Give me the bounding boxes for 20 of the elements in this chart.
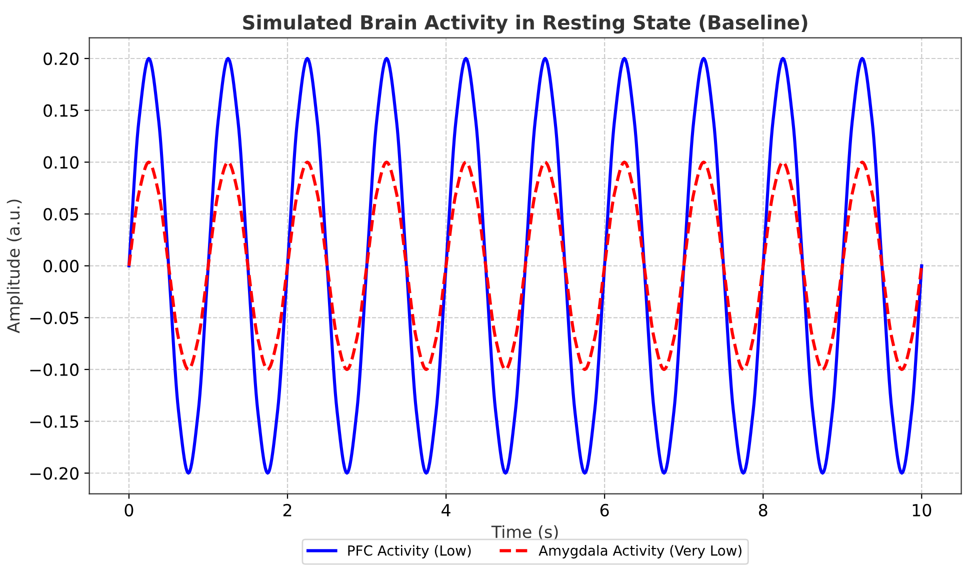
y-tick-label: 0.05 <box>44 208 78 221</box>
y-tick-label: −0.05 <box>30 312 78 324</box>
y-tick-label: 0.15 <box>44 104 78 117</box>
y-tick-label: 0.20 <box>44 52 79 66</box>
x-axis-title: Time (s) <box>491 525 558 540</box>
x-tick-label: 8 <box>758 504 768 516</box>
y-tick-label: 0.00 <box>44 260 79 272</box>
y-axis-title: Amplitude (a.u.) <box>6 200 23 334</box>
y-tick-label: −0.20 <box>30 467 78 480</box>
y-tick-label: 0.10 <box>44 156 79 169</box>
legend-label: PFC Activity (Low) <box>348 545 471 558</box>
y-tick-label: −0.15 <box>30 415 78 428</box>
x-tick-label: 4 <box>442 504 450 516</box>
x-tick-label: 6 <box>600 504 609 516</box>
x-tick-label: 2 <box>283 504 292 516</box>
y-tick-label: −0.10 <box>30 363 78 376</box>
legend-label: Amygdala Activity (Very Low) <box>538 545 742 558</box>
x-tick-label: 0 <box>124 504 134 516</box>
x-tick-label: 10 <box>912 504 932 516</box>
chart-title: Simulated Brain Activity in Resting State (Baseline) <box>243 14 808 34</box>
